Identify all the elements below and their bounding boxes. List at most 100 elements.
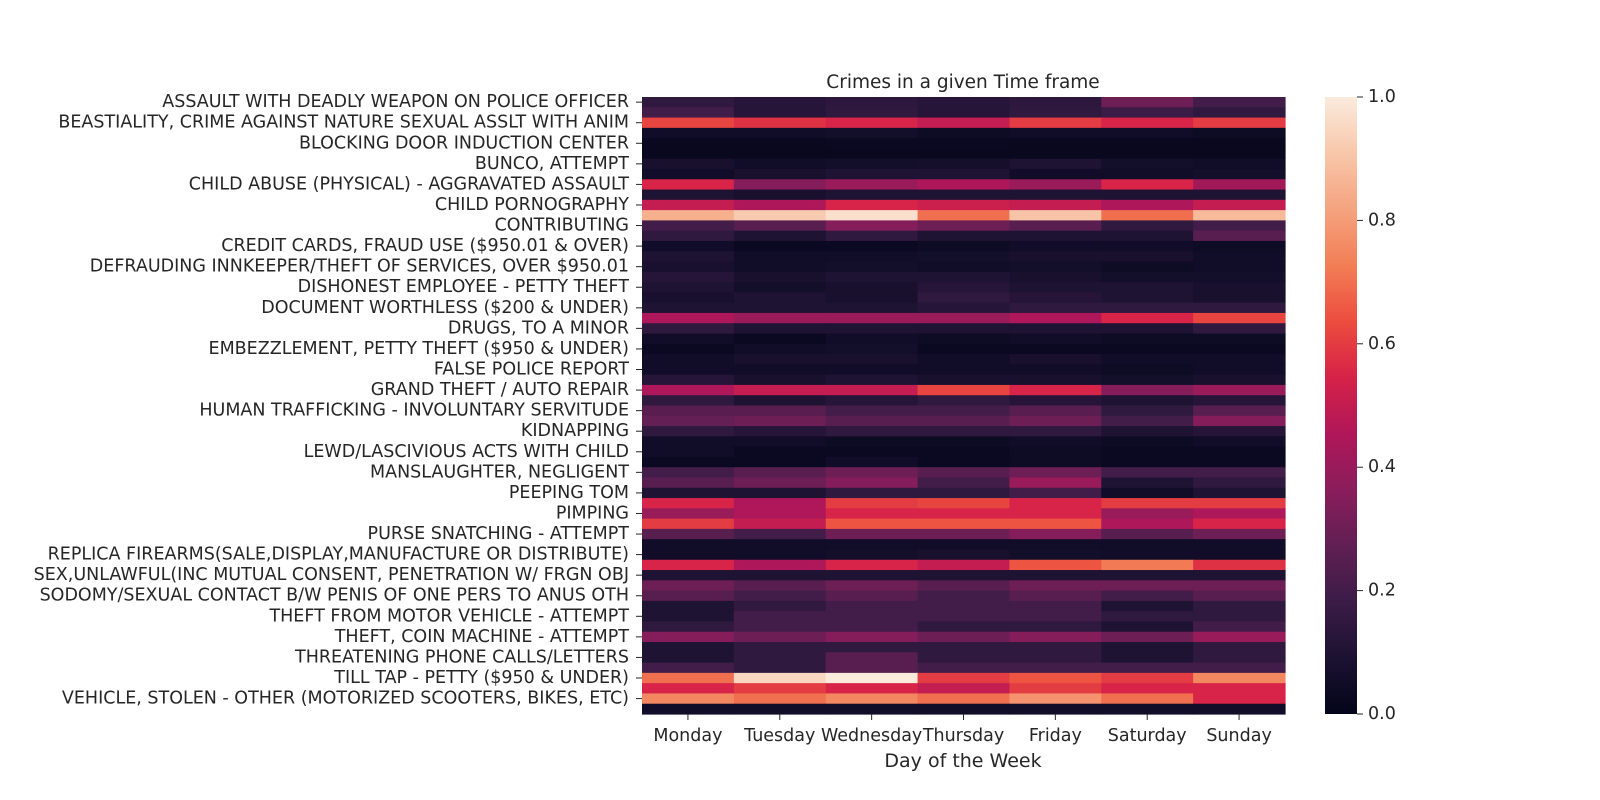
heatmap-cell [1101, 168, 1194, 180]
heatmap-cell [642, 549, 735, 561]
heatmap-cell [733, 508, 827, 520]
y-tick-label: PEEPING TOM [509, 483, 629, 503]
heatmap-cell [1009, 148, 1102, 160]
heatmap-cell [825, 703, 919, 715]
heatmap-cell [733, 230, 827, 242]
heatmap-cell [825, 251, 919, 263]
heatmap-cell [1193, 333, 1286, 345]
y-tick-label: SEX,UNLAWFUL(INC MUTUAL CONSENT, PENETRA… [34, 565, 629, 585]
heatmap-cell [917, 683, 1011, 695]
heatmap-cell [733, 436, 827, 448]
heatmap-cell [1101, 282, 1194, 293]
heatmap-cell [642, 477, 735, 489]
heatmap-cell [1101, 199, 1194, 211]
heatmap-cell [733, 117, 827, 129]
heatmap-cell [1009, 240, 1102, 252]
heatmap-cell [825, 549, 919, 561]
heatmap-cell [1193, 282, 1286, 293]
heatmap-cell [917, 312, 1011, 324]
heatmap-cell [825, 621, 919, 633]
heatmap-cell [1101, 158, 1194, 170]
heatmap-cell [1009, 621, 1102, 633]
heatmap-cell [917, 426, 1011, 437]
heatmap-cell [1193, 559, 1286, 571]
heatmap-cell [1009, 364, 1102, 376]
x-tick-label: Friday [1029, 726, 1082, 746]
heatmap-cell [1193, 354, 1286, 365]
heatmap-cell [1193, 672, 1286, 684]
heatmap-cell [917, 210, 1011, 221]
y-tick-label: THREATENING PHONE CALLS/LETTERS [294, 647, 629, 667]
y-tick-label: LEWD/LASCIVIOUS ACTS WITH CHILD [304, 442, 629, 462]
heatmap-cell [733, 456, 827, 468]
heatmap-cell [1101, 456, 1194, 468]
heatmap-cell [917, 251, 1011, 263]
heatmap-cell [733, 518, 827, 530]
heatmap-cell [1009, 199, 1102, 211]
heatmap-cell [825, 539, 919, 551]
heatmap-cell [642, 210, 735, 221]
heatmap-cell [825, 343, 919, 355]
heatmap-cell [825, 570, 919, 581]
heatmap-cell [1101, 179, 1194, 191]
heatmap-cell [1101, 395, 1194, 407]
heatmap-cell [1101, 343, 1194, 355]
heatmap-cell [1101, 364, 1194, 376]
heatmap-cell [642, 652, 735, 664]
heatmap-cell [733, 179, 827, 191]
heatmap-cell [642, 672, 735, 684]
heatmap-cell [1009, 652, 1102, 664]
heatmap-cell [917, 559, 1011, 571]
heatmap-cell [825, 590, 919, 602]
heatmap-cell [642, 97, 735, 108]
x-tick-label: Tuesday [743, 726, 815, 746]
heatmap-cell [825, 312, 919, 324]
heatmap-cell [1009, 97, 1102, 108]
heatmap-cell [733, 127, 827, 139]
heatmap-cell [733, 148, 827, 160]
heatmap-cell [642, 199, 735, 211]
heatmap-cell [1009, 261, 1102, 273]
heatmap-cell [642, 261, 735, 273]
heatmap-cell [917, 528, 1011, 540]
heatmap-cell [733, 107, 827, 119]
heatmap-cell [642, 158, 735, 170]
heatmap-cell [1193, 621, 1286, 633]
heatmap-cell [1101, 354, 1194, 365]
heatmap-cell [917, 158, 1011, 170]
heatmap-cell [733, 395, 827, 407]
heatmap-cell [1101, 230, 1194, 242]
heatmap-cell [1101, 405, 1194, 417]
heatmap-cell [1101, 611, 1194, 623]
heatmap-cell [733, 549, 827, 561]
heatmap-cell [1193, 703, 1286, 715]
heatmap-cell [1193, 210, 1286, 221]
heatmap-cell [917, 107, 1011, 119]
heatmap-cell [917, 539, 1011, 551]
heatmap-cell [1101, 107, 1194, 119]
heatmap-cell [917, 600, 1011, 612]
heatmap-cell [1101, 652, 1194, 664]
heatmap-cell [642, 436, 735, 448]
heatmap-cell [917, 662, 1011, 674]
heatmap-cell [642, 611, 735, 623]
heatmap-cell [825, 148, 919, 160]
heatmap-cell [1193, 477, 1286, 489]
heatmap-cell [1101, 477, 1194, 489]
heatmap-cell [917, 323, 1011, 335]
heatmap-cell [642, 138, 735, 150]
heatmap-cell [733, 261, 827, 273]
heatmap-cell [733, 621, 827, 633]
heatmap-cell [1009, 703, 1102, 715]
chart-title: Crimes in a given Time frame [826, 72, 1099, 93]
y-tick-label: KIDNAPPING [521, 421, 629, 441]
heatmap-cell [825, 210, 919, 221]
x-axis-tick-labels: Monday Tuesday Wednesday Thursday Friday Satu… [653, 714, 1272, 746]
heatmap-cell [642, 580, 735, 592]
heatmap-cell [825, 672, 919, 684]
heatmap-cell [642, 374, 735, 386]
y-tick-label: TILL TAP - PETTY ($950 & UNDER) [333, 668, 629, 688]
heatmap-cell [1193, 395, 1286, 407]
heatmap-cell [1193, 611, 1286, 623]
heatmap-cell [825, 158, 919, 170]
